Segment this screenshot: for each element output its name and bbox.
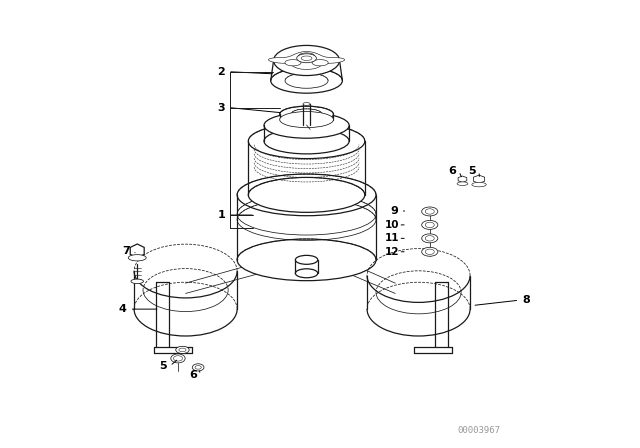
Ellipse shape <box>425 249 435 254</box>
Text: 8: 8 <box>522 295 530 305</box>
Ellipse shape <box>280 112 333 128</box>
Ellipse shape <box>128 254 146 261</box>
Ellipse shape <box>422 247 438 256</box>
Text: 4: 4 <box>119 304 127 314</box>
Ellipse shape <box>273 45 340 76</box>
Ellipse shape <box>237 239 376 280</box>
Ellipse shape <box>295 255 317 264</box>
Text: 5: 5 <box>468 166 476 176</box>
Ellipse shape <box>291 109 322 120</box>
Text: 12: 12 <box>385 247 399 257</box>
Ellipse shape <box>171 354 185 363</box>
Ellipse shape <box>425 222 435 228</box>
Ellipse shape <box>264 128 349 154</box>
Ellipse shape <box>176 346 189 353</box>
Text: 7: 7 <box>122 246 130 256</box>
Polygon shape <box>130 244 144 258</box>
Text: 3: 3 <box>218 103 225 112</box>
Polygon shape <box>458 176 467 182</box>
Ellipse shape <box>422 207 438 216</box>
Ellipse shape <box>195 366 201 369</box>
Ellipse shape <box>131 279 143 284</box>
Text: 9: 9 <box>390 206 398 215</box>
Ellipse shape <box>192 364 204 371</box>
Ellipse shape <box>271 68 342 93</box>
Ellipse shape <box>457 182 468 185</box>
Ellipse shape <box>248 124 365 159</box>
Ellipse shape <box>312 60 328 66</box>
Ellipse shape <box>285 73 328 88</box>
Text: 5: 5 <box>159 361 167 371</box>
Text: 10: 10 <box>385 220 399 230</box>
Text: 00003967: 00003967 <box>458 426 500 435</box>
Polygon shape <box>269 52 344 69</box>
Ellipse shape <box>264 113 349 138</box>
Ellipse shape <box>303 103 310 105</box>
Ellipse shape <box>280 106 333 122</box>
Text: 6: 6 <box>189 370 198 380</box>
Ellipse shape <box>173 356 182 361</box>
Ellipse shape <box>297 54 316 63</box>
Ellipse shape <box>237 174 376 216</box>
Ellipse shape <box>422 234 438 243</box>
Ellipse shape <box>179 348 186 352</box>
Ellipse shape <box>422 220 438 229</box>
Ellipse shape <box>298 53 315 59</box>
Ellipse shape <box>425 209 435 214</box>
Ellipse shape <box>285 60 301 66</box>
Ellipse shape <box>472 182 486 187</box>
Text: 11: 11 <box>385 233 399 243</box>
Ellipse shape <box>425 236 435 241</box>
Ellipse shape <box>248 177 365 212</box>
Polygon shape <box>474 175 484 183</box>
Ellipse shape <box>295 269 317 278</box>
Text: 2: 2 <box>218 67 225 77</box>
Text: 1: 1 <box>218 210 225 220</box>
Ellipse shape <box>301 56 312 60</box>
Text: 6: 6 <box>448 166 456 176</box>
